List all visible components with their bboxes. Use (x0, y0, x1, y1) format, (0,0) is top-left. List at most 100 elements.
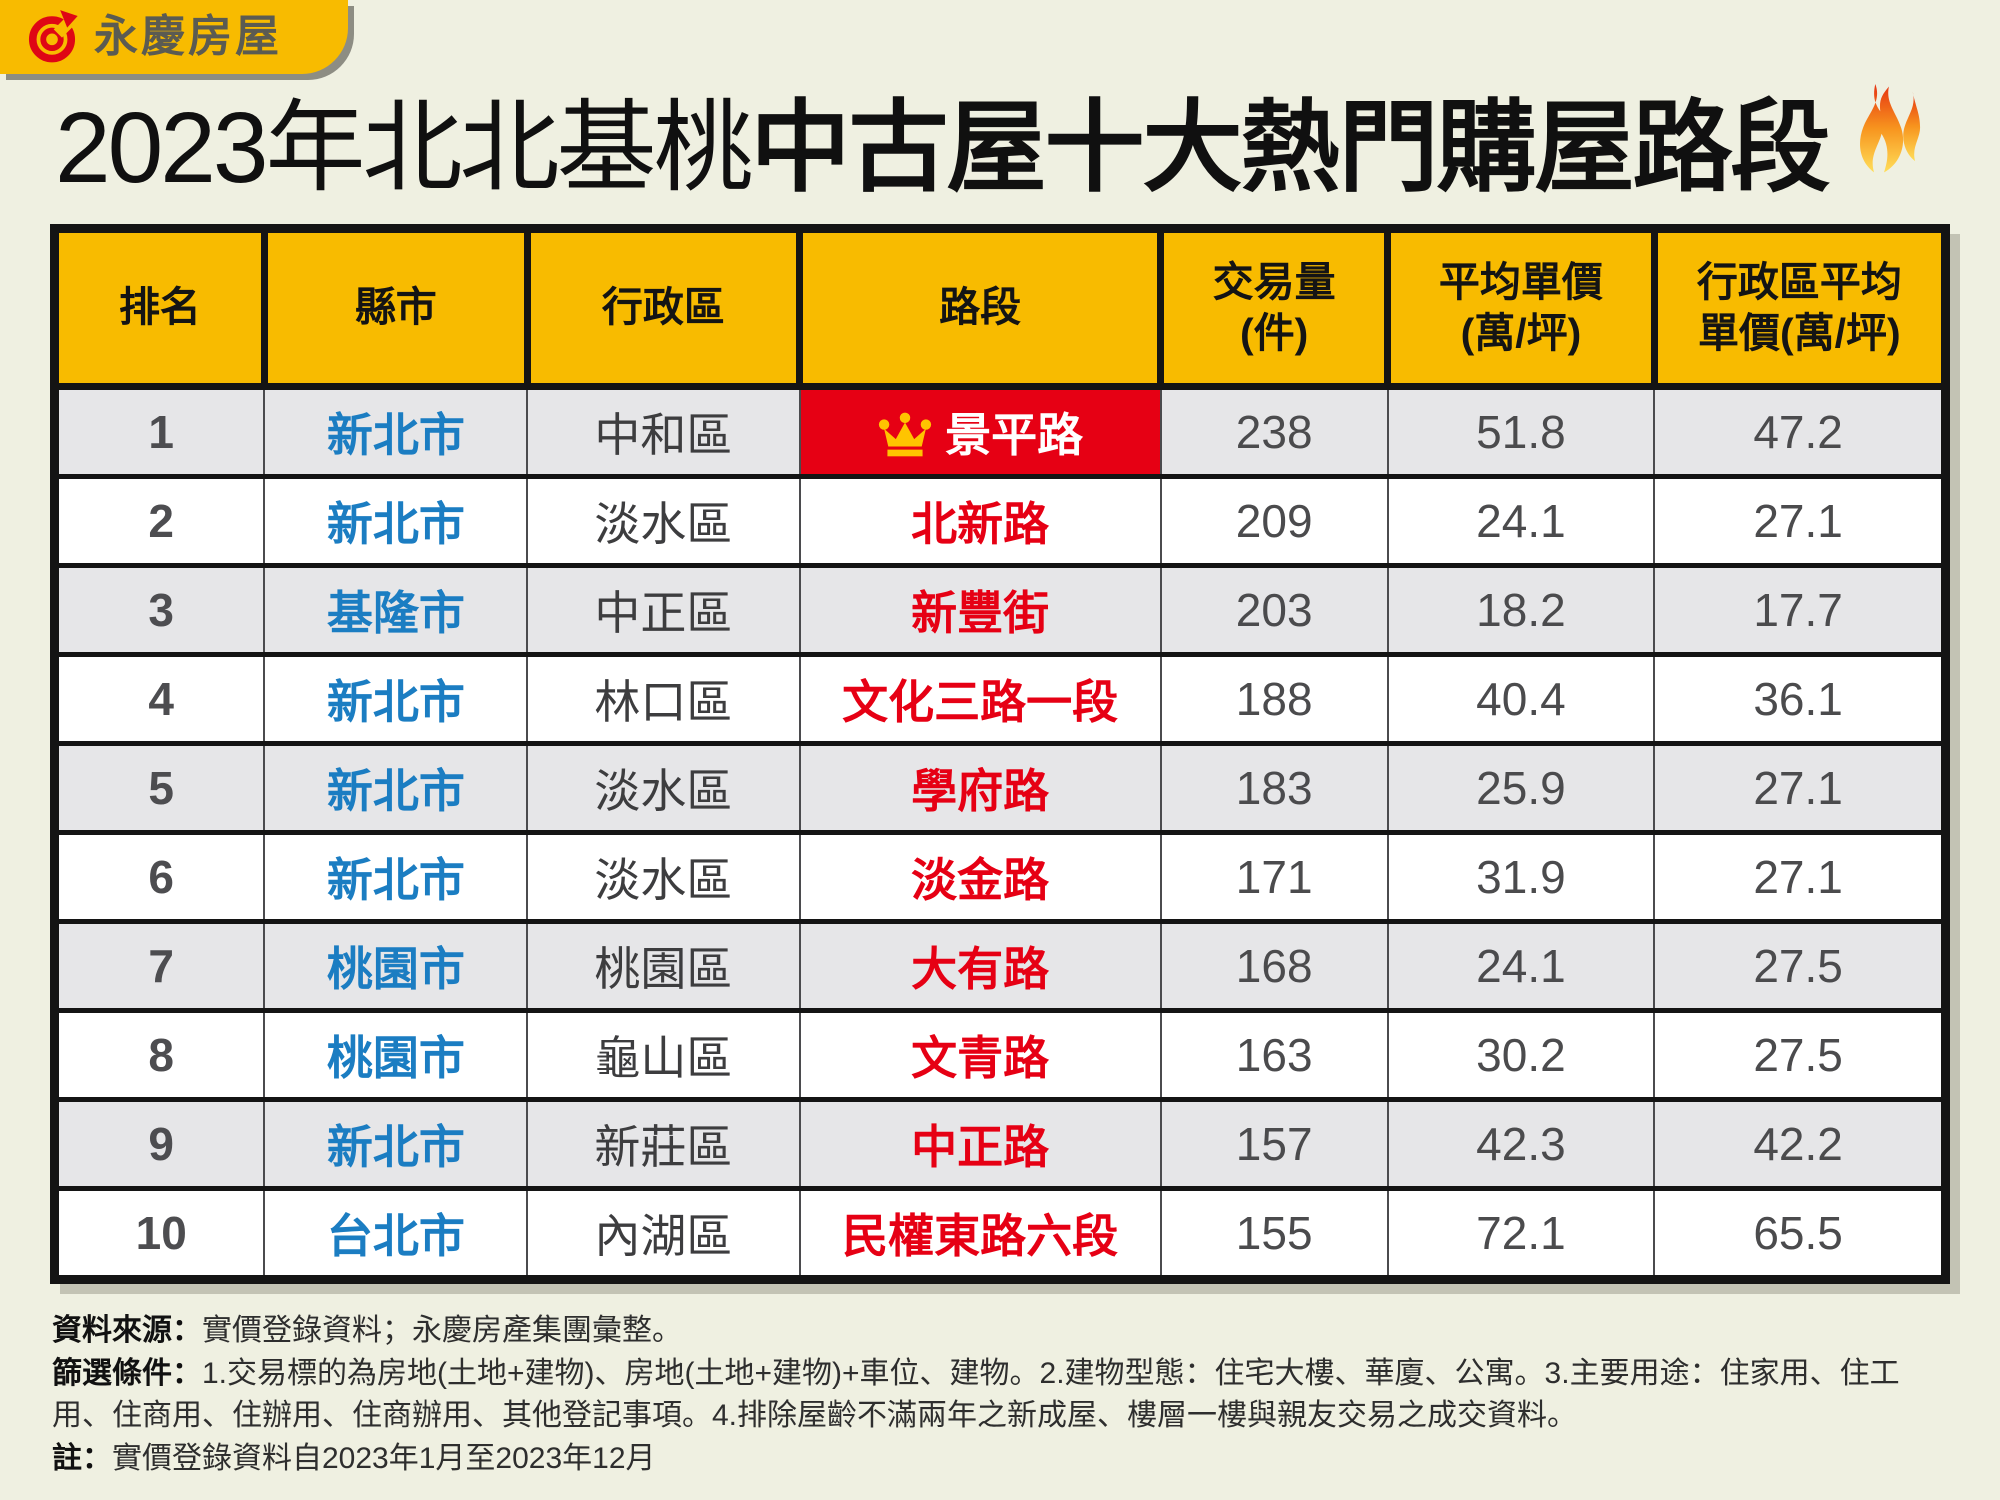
footer-notes: 資料來源：實價登錄資料；永慶房產集團彙整。 篩選條件：1.交易標的為房地(土地+… (52, 1310, 1948, 1480)
road-cell: 文青路 (798, 1008, 1162, 1100)
volume-cell: 157 (1159, 1097, 1389, 1189)
avg-price-cell: 72.1 (1386, 1186, 1656, 1280)
volume-cell: 183 (1159, 741, 1389, 833)
city-cell: 新北市 (263, 741, 529, 833)
district-cell: 林口區 (526, 652, 801, 744)
city-cell: 桃園市 (263, 919, 529, 1011)
table-row: 9 新北市 新莊區 中正路 157 42.3 42.2 (53, 1097, 1947, 1189)
criteria-label: 篩選條件： (52, 1356, 202, 1390)
road-cell: 淡金路 (798, 830, 1162, 922)
source-note: 資料來源：實價登錄資料；永慶房產集團彙整。 (52, 1310, 1948, 1353)
rank-cell: 8 (53, 1008, 266, 1100)
col-header-district-avg-price: 行政區平均 單價(萬/坪) (1650, 225, 1950, 390)
volume-cell: 238 (1159, 384, 1389, 477)
date-note: 註：實價登錄資料自2023年1月至2023年12月 (52, 1438, 1948, 1481)
yungching-logo-icon (24, 9, 80, 65)
table-row: 6 新北市 淡水區 淡金路 171 31.9 27.1 (53, 830, 1947, 922)
district-cell: 龜山區 (526, 1008, 801, 1100)
crown-icon (877, 412, 933, 458)
city-cell: 新北市 (263, 830, 529, 922)
col-header-city: 縣市 (260, 225, 531, 390)
road-cell: 學府路 (798, 741, 1162, 833)
avg-price-cell: 40.4 (1386, 652, 1656, 744)
road-cell: 北新路 (798, 474, 1162, 566)
rank-cell: 4 (53, 652, 266, 744)
district-avg-price-cell: 27.1 (1653, 474, 1947, 566)
table-row: 8 桃園市 龜山區 文青路 163 30.2 27.5 (53, 1008, 1947, 1100)
avg-price-cell: 31.9 (1386, 830, 1656, 922)
rank-cell: 1 (53, 384, 266, 477)
city-cell: 新北市 (263, 474, 529, 566)
note-label: 註： (52, 1441, 112, 1475)
district-avg-price-cell: 17.7 (1653, 563, 1947, 655)
road-cell-top1: 景平路 (798, 384, 1162, 477)
avg-price-cell: 24.1 (1386, 919, 1656, 1011)
road-cell: 文化三路一段 (798, 652, 1162, 744)
district-cell: 淡水區 (526, 741, 801, 833)
volume-cell: 168 (1159, 919, 1389, 1011)
rank-cell: 2 (53, 474, 266, 566)
district-cell: 淡水區 (526, 830, 801, 922)
district-avg-price-cell: 42.2 (1653, 1097, 1947, 1189)
flame-icon (1838, 84, 1930, 196)
rank-cell: 7 (53, 919, 266, 1011)
district-cell: 中和區 (526, 384, 801, 477)
col-header-volume: 交易量 (件) (1157, 225, 1392, 390)
criteria-text: 1.交易標的為房地(土地+建物)、房地(土地+建物)+車位、建物。2.建物型態：… (52, 1356, 1900, 1433)
rank-cell: 5 (53, 741, 266, 833)
brand-logo-tab: 永慶房屋 (0, 0, 348, 74)
brand-name: 永慶房屋 (94, 12, 282, 61)
volume-cell: 155 (1159, 1186, 1389, 1280)
district-avg-price-cell: 27.1 (1653, 741, 1947, 833)
table-row: 2 新北市 淡水區 北新路 209 24.1 27.1 (53, 474, 1947, 566)
ranking-table: 排名 縣市 行政區 路段 交易量 (件) 平均單價 (萬/坪) 行政區平均 單價(萬/… (50, 224, 1950, 1284)
rank-cell: 10 (53, 1186, 266, 1280)
rank-cell: 6 (53, 830, 266, 922)
table-header: 排名 縣市 行政區 路段 交易量 (件) 平均單價 (萬/坪) 行政區平均 單價(萬/… (51, 225, 1950, 390)
district-avg-price-cell: 65.5 (1653, 1186, 1947, 1280)
district-cell: 桃園區 (526, 919, 801, 1011)
volume-cell: 209 (1159, 474, 1389, 566)
rank-cell: 3 (53, 563, 266, 655)
avg-price-cell: 24.1 (1386, 474, 1656, 566)
col-header-district: 行政區 (523, 225, 804, 390)
table-row: 4 新北市 林口區 文化三路一段 188 40.4 36.1 (53, 652, 1947, 744)
district-cell: 新莊區 (526, 1097, 801, 1189)
table-row: 10 台北市 內湖區 民權東路六段 155 72.1 65.5 (53, 1186, 1947, 1280)
road-cell: 中正路 (798, 1097, 1162, 1189)
road-cell: 新豐街 (798, 563, 1162, 655)
city-cell: 基隆市 (263, 563, 529, 655)
district-avg-price-cell: 27.1 (1653, 830, 1947, 922)
volume-cell: 163 (1159, 1008, 1389, 1100)
source-label: 資料來源： (52, 1314, 202, 1347)
volume-cell: 203 (1159, 563, 1389, 655)
title-emphasis: 中古屋十大熱門購屋路段 (750, 92, 1830, 204)
avg-price-cell: 30.2 (1386, 1008, 1656, 1100)
title-prefix: 2023年北北基桃 (55, 92, 753, 204)
district-avg-price-cell: 27.5 (1653, 919, 1947, 1011)
district-cell: 淡水區 (526, 474, 801, 566)
avg-price-cell: 42.3 (1386, 1097, 1656, 1189)
road-cell: 大有路 (798, 919, 1162, 1011)
district-cell: 內湖區 (526, 1186, 801, 1280)
district-avg-price-cell: 27.5 (1653, 1008, 1947, 1100)
note-text: 實價登錄資料自2023年1月至2023年12月 (112, 1441, 656, 1475)
city-cell: 台北市 (263, 1186, 529, 1280)
criteria-note: 篩選條件：1.交易標的為房地(土地+建物)、房地(土地+建物)+車位、建物。2.… (52, 1353, 1948, 1438)
city-cell: 新北市 (263, 652, 529, 744)
volume-cell: 188 (1159, 652, 1389, 744)
city-cell: 新北市 (263, 384, 529, 477)
district-avg-price-cell: 36.1 (1653, 652, 1947, 744)
col-header-road: 路段 (796, 225, 1165, 390)
table-row: 7 桃園市 桃園區 大有路 168 24.1 27.5 (53, 919, 1947, 1011)
col-header-rank: 排名 (51, 225, 268, 390)
volume-cell: 171 (1159, 830, 1389, 922)
city-cell: 桃園市 (263, 1008, 529, 1100)
source-text: 實價登錄資料；永慶房產集團彙整。 (202, 1314, 682, 1347)
road-label: 景平路 (945, 409, 1084, 461)
road-cell: 民權東路六段 (798, 1186, 1162, 1280)
rank-cell: 9 (53, 1097, 266, 1189)
avg-price-cell: 18.2 (1386, 563, 1656, 655)
avg-price-cell: 25.9 (1386, 741, 1656, 833)
col-header-avg-price: 平均單價 (萬/坪) (1384, 225, 1658, 390)
